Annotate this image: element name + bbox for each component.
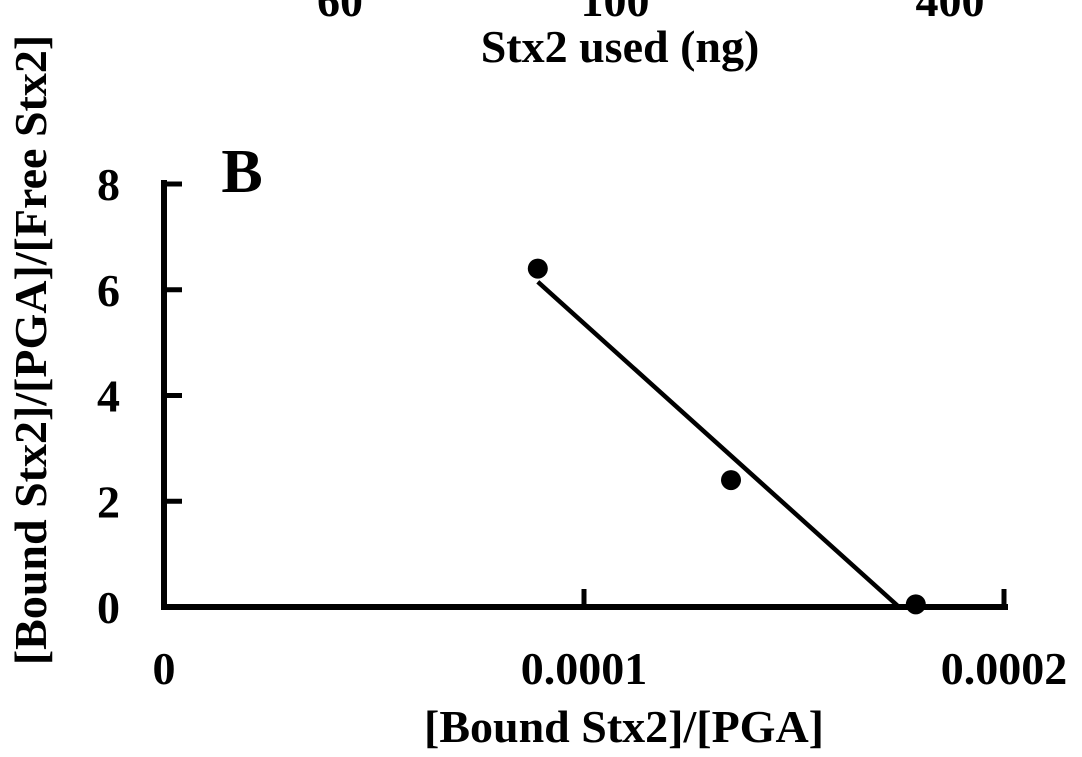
data-point [527, 258, 548, 279]
top-tick-label-100: 100 [581, 0, 650, 26]
top-axis-title: Stx2 used (ng) [481, 21, 760, 72]
x-axis-title: [Bound Stx2]/[PGA] [424, 701, 824, 752]
y-tick-label: 0 [97, 582, 120, 633]
y-tick-label: 6 [97, 265, 120, 316]
fit-line-group [536, 280, 901, 609]
top-tick-label-60: 60 [317, 0, 363, 26]
x-ticks: 0 0.0001 0.0002 [153, 589, 1068, 694]
fit-line [536, 280, 901, 609]
panel-label: B [221, 138, 262, 206]
x-tick-label: 0 [153, 643, 176, 694]
top-fragment: 60 100 400 Stx2 used (ng) [317, 0, 985, 72]
x-tick-label: 0.0002 [941, 643, 1068, 694]
top-tick-label-400: 400 [916, 0, 985, 26]
y-tick-label: 4 [97, 371, 120, 422]
y-ticks: 0 2 4 6 8 [97, 159, 182, 633]
data-point [905, 594, 926, 615]
data-point [721, 470, 741, 491]
y-tick-label: 8 [97, 159, 120, 210]
data-points [527, 258, 926, 615]
x-tick-label: 0.0001 [521, 643, 648, 694]
y-axis-title: [Bound Stx2]/[PGA]/[Free Stx2] [5, 35, 56, 665]
y-tick-label: 2 [97, 476, 120, 527]
